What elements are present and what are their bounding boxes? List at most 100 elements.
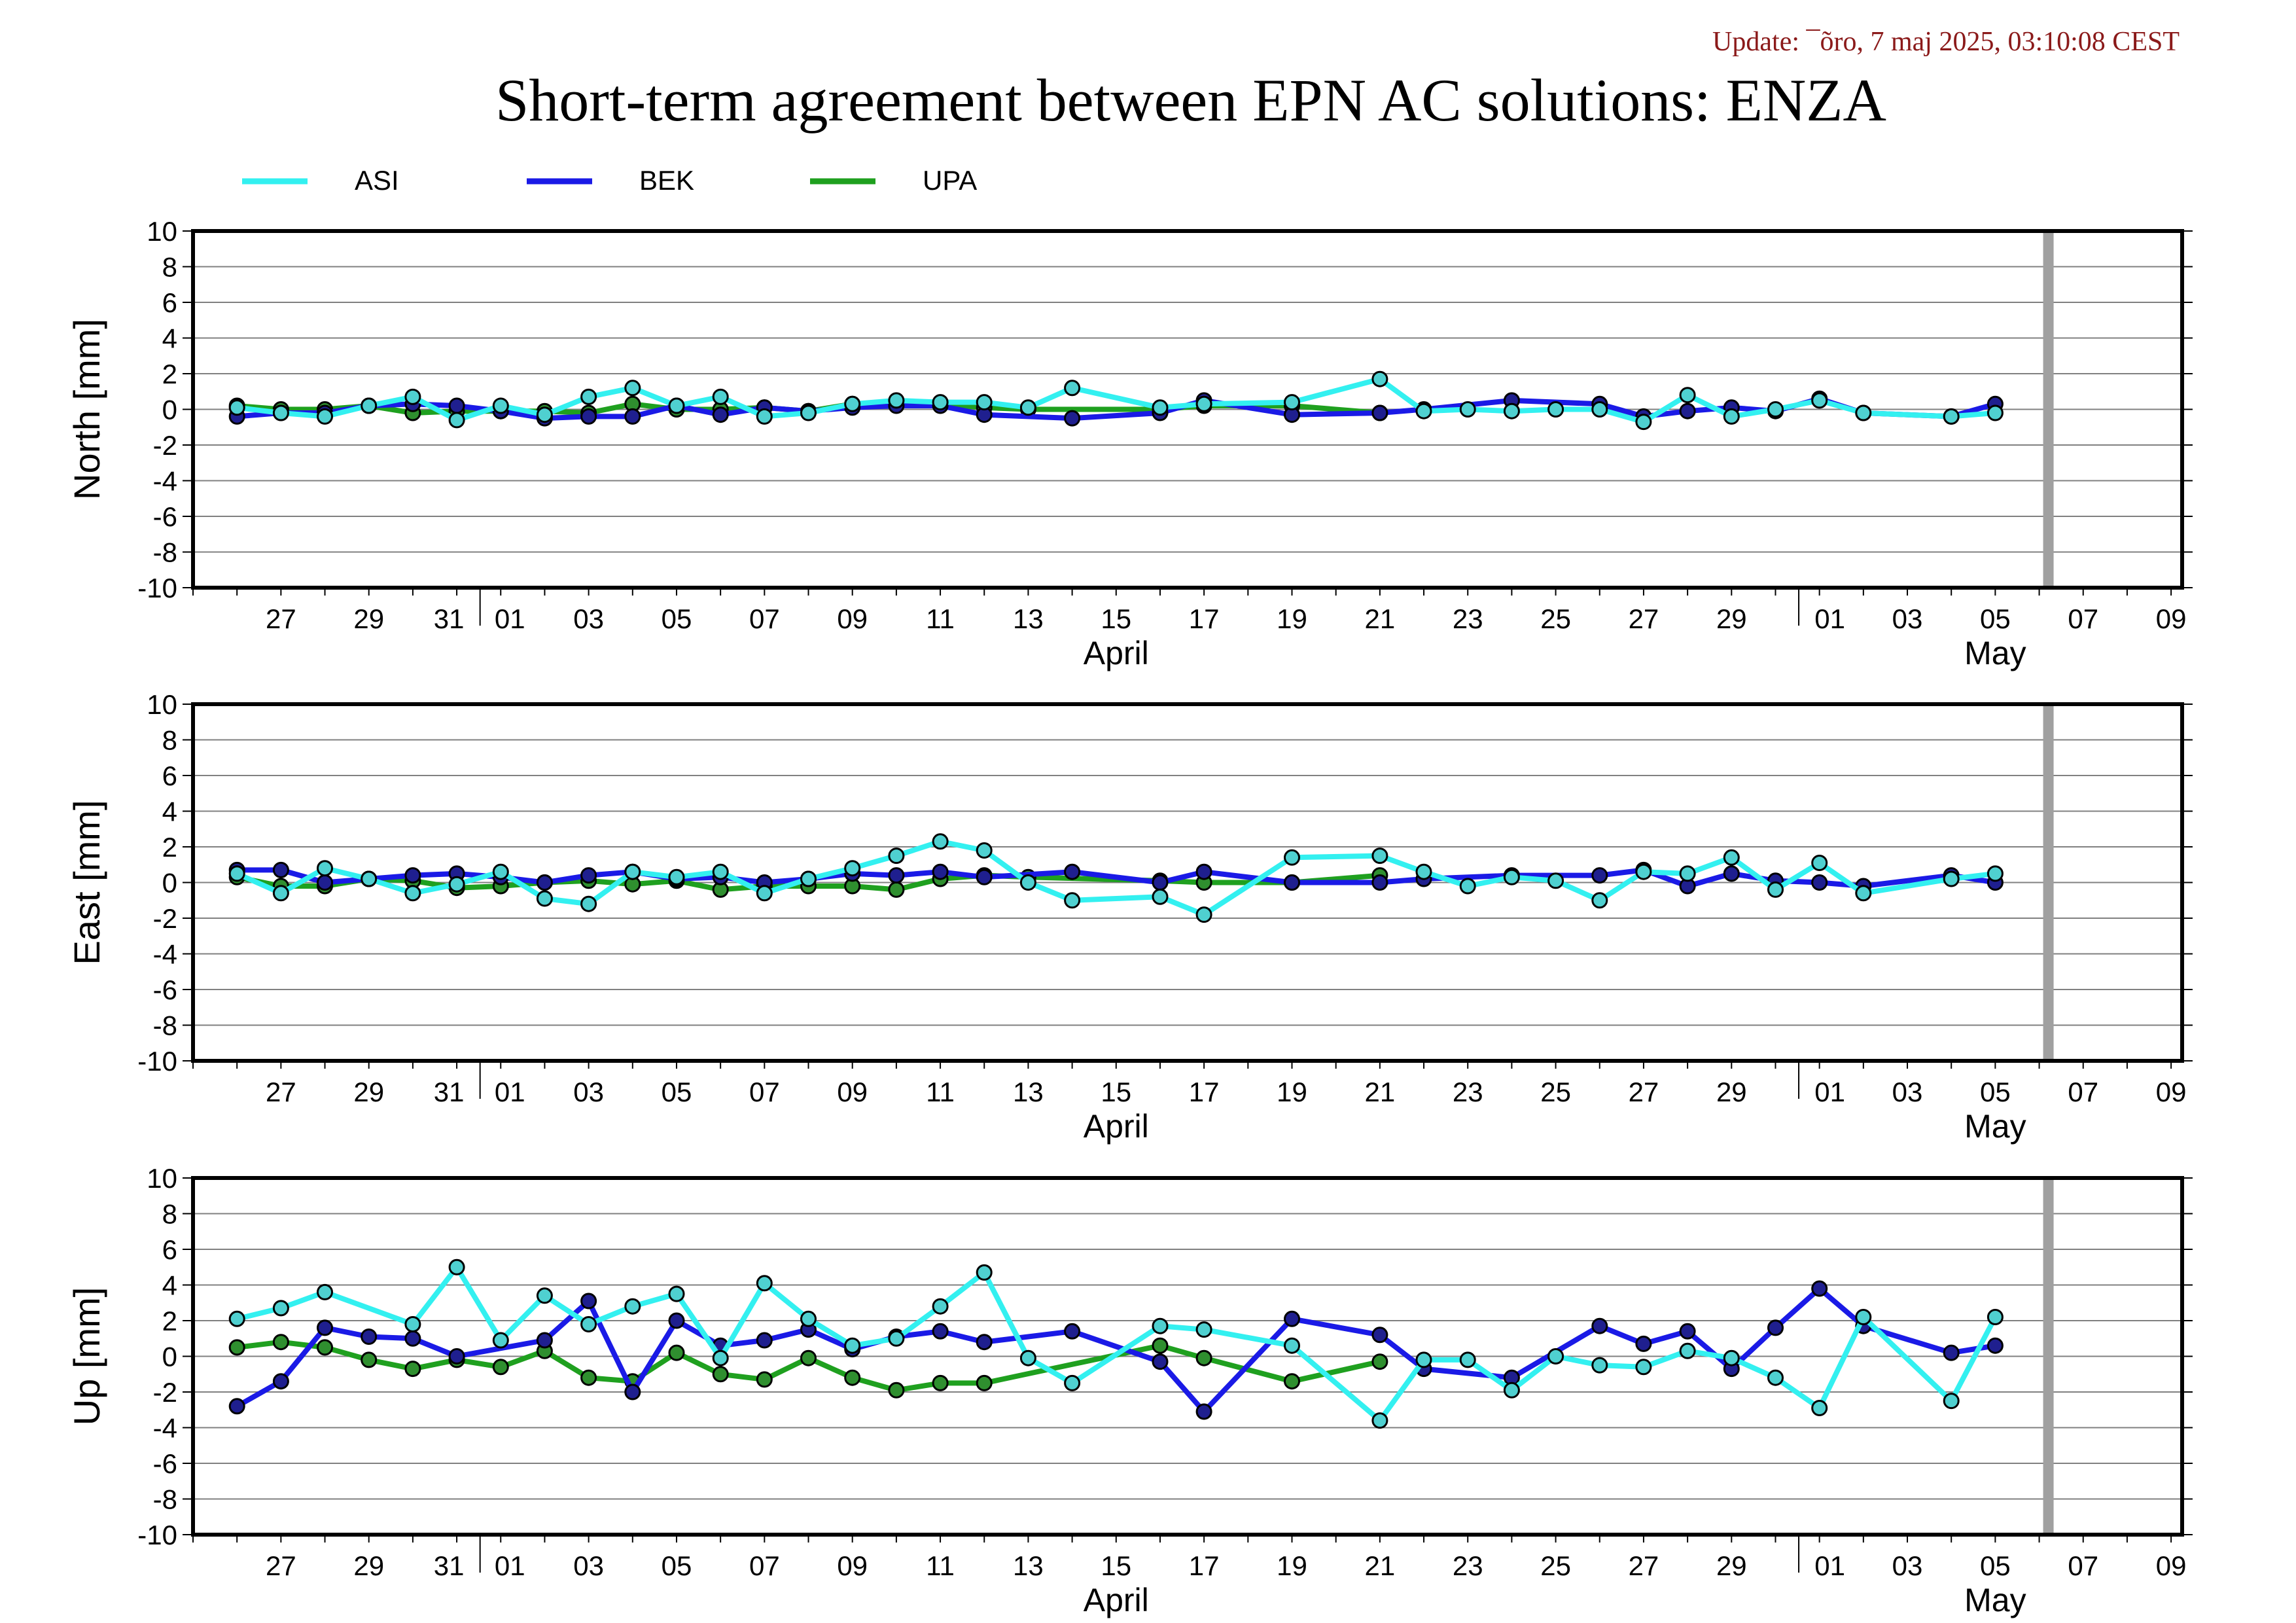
- x-month-label: May: [1964, 1582, 2026, 1618]
- data-point-upa: [1195, 1349, 1212, 1366]
- data-point-bek: [976, 1334, 993, 1351]
- update-timestamp: Update: ¯õro, 7 maj 2025, 03:10:08 CEST: [1712, 27, 2180, 57]
- y-tick-label: -10: [137, 573, 177, 603]
- data-point-asi: [536, 890, 553, 907]
- x-month-label: May: [1964, 635, 2026, 671]
- legend-label: ASI: [355, 165, 399, 196]
- data-point-upa: [228, 1339, 245, 1356]
- data-point-bek: [1195, 1403, 1212, 1420]
- y-tick-label: 2: [162, 359, 177, 389]
- y-tick-label: 4: [162, 1270, 177, 1301]
- x-tick-label: 23: [1453, 1077, 1483, 1107]
- data-point-asi: [1679, 387, 1696, 404]
- data-point-asi: [492, 863, 509, 880]
- data-point-asi: [580, 388, 597, 405]
- data-point-asi: [624, 1298, 641, 1315]
- data-point-bek: [404, 1330, 421, 1347]
- data-point-bek: [580, 867, 597, 884]
- data-point-asi: [228, 1310, 245, 1327]
- data-point-asi: [888, 392, 905, 409]
- data-point-asi: [1371, 370, 1388, 387]
- x-tick-label: 31: [434, 603, 465, 634]
- x-tick-label: 15: [1101, 1077, 1131, 1107]
- data-point-asi: [756, 1275, 773, 1292]
- legend-item-asi: ASI: [242, 165, 399, 196]
- x-tick-label: 29: [1716, 1550, 1747, 1581]
- data-point-asi: [404, 1316, 421, 1332]
- plot-frame: [191, 1176, 2184, 1537]
- x-tick-label: 29: [1716, 603, 1747, 634]
- data-point-bek: [448, 1348, 465, 1364]
- data-point-bek: [1987, 1337, 2004, 1354]
- x-tick-label: 07: [749, 1550, 780, 1581]
- x-tick-label: 03: [1892, 1550, 1923, 1581]
- data-point-bek: [1152, 874, 1169, 891]
- data-point-asi: [1019, 1349, 1036, 1366]
- data-point-asi: [1679, 1342, 1696, 1359]
- data-point-asi: [1284, 849, 1300, 866]
- data-point-asi: [1415, 1351, 1432, 1368]
- x-tick-label: 17: [1189, 1077, 1220, 1107]
- x-tick-label: 21: [1365, 1550, 1396, 1581]
- data-point-bek: [1811, 874, 1828, 891]
- x-tick-label: 05: [1980, 1550, 2011, 1581]
- data-point-asi: [1064, 1374, 1081, 1391]
- data-point-bek: [888, 867, 905, 884]
- x-tick-label: 27: [266, 603, 296, 634]
- data-point-asi: [1723, 1349, 1740, 1366]
- data-point-asi: [1152, 888, 1169, 905]
- data-point-asi: [272, 1300, 289, 1317]
- data-point-asi: [624, 380, 641, 397]
- y-tick-label: -8: [153, 1010, 177, 1041]
- data-point-asi: [1855, 885, 1872, 902]
- data-point-asi: [1371, 847, 1388, 865]
- data-point-asi: [668, 868, 685, 885]
- x-tick-label: 29: [1716, 1077, 1747, 1107]
- series-asi: [228, 370, 2004, 431]
- data-point-asi: [1987, 1309, 2004, 1325]
- data-point-asi: [228, 399, 245, 416]
- y-tick-label: -4: [153, 1413, 177, 1444]
- data-point-asi: [1195, 906, 1212, 923]
- y-tick-label: 2: [162, 832, 177, 863]
- panels: 10 8 6 4 2 0 -2 -4 -6 -8 -10 27 29 31 01 03 05 07 09 11 13 15…: [66, 216, 2193, 1618]
- x-tick-label: 01: [1814, 603, 1845, 634]
- series-asi: [228, 1258, 2004, 1429]
- data-point-bek: [1284, 1310, 1300, 1327]
- data-point-asi: [1591, 892, 1608, 909]
- legend-item-upa: UPA: [810, 165, 977, 196]
- data-point-asi: [1811, 392, 1828, 409]
- data-point-asi: [976, 842, 993, 859]
- data-point-upa: [888, 881, 905, 898]
- data-point-bek: [624, 408, 641, 425]
- y-tick-label: 6: [162, 1234, 177, 1265]
- series-asi: [228, 833, 2004, 923]
- x-tick-label: 31: [434, 1077, 465, 1107]
- data-point-asi: [1064, 380, 1081, 397]
- data-point-bek: [1371, 874, 1388, 891]
- data-point-bek: [932, 863, 949, 880]
- data-point-asi: [800, 404, 817, 421]
- x-tick-label: 19: [1277, 1077, 1307, 1107]
- data-point-bek: [1767, 1319, 1784, 1336]
- y-tick-label: -2: [153, 1377, 177, 1408]
- data-point-upa: [1371, 1353, 1388, 1370]
- today-marker: [2043, 1178, 2054, 1535]
- data-point-asi: [361, 870, 378, 887]
- series-line-bek: [236, 396, 1996, 421]
- x-tick-label: 11: [926, 1077, 955, 1107]
- x-tick-label: 03: [1892, 603, 1923, 634]
- legend-label: UPA: [923, 165, 977, 196]
- data-point-bek: [976, 868, 993, 885]
- data-point-asi: [844, 395, 861, 412]
- data-point-bek: [1371, 1327, 1388, 1344]
- x-tick-label: 13: [1013, 1550, 1044, 1581]
- data-point-asi: [580, 895, 597, 912]
- x-tick-label: 01: [495, 1077, 525, 1107]
- x-month-label: April: [1084, 1108, 1149, 1145]
- y-axis-label: East [mm]: [66, 800, 107, 965]
- data-point-bek: [404, 867, 421, 884]
- data-point-asi: [1635, 1359, 1652, 1376]
- data-point-bek: [1723, 865, 1740, 882]
- x-tick-label: 07: [2068, 1550, 2098, 1581]
